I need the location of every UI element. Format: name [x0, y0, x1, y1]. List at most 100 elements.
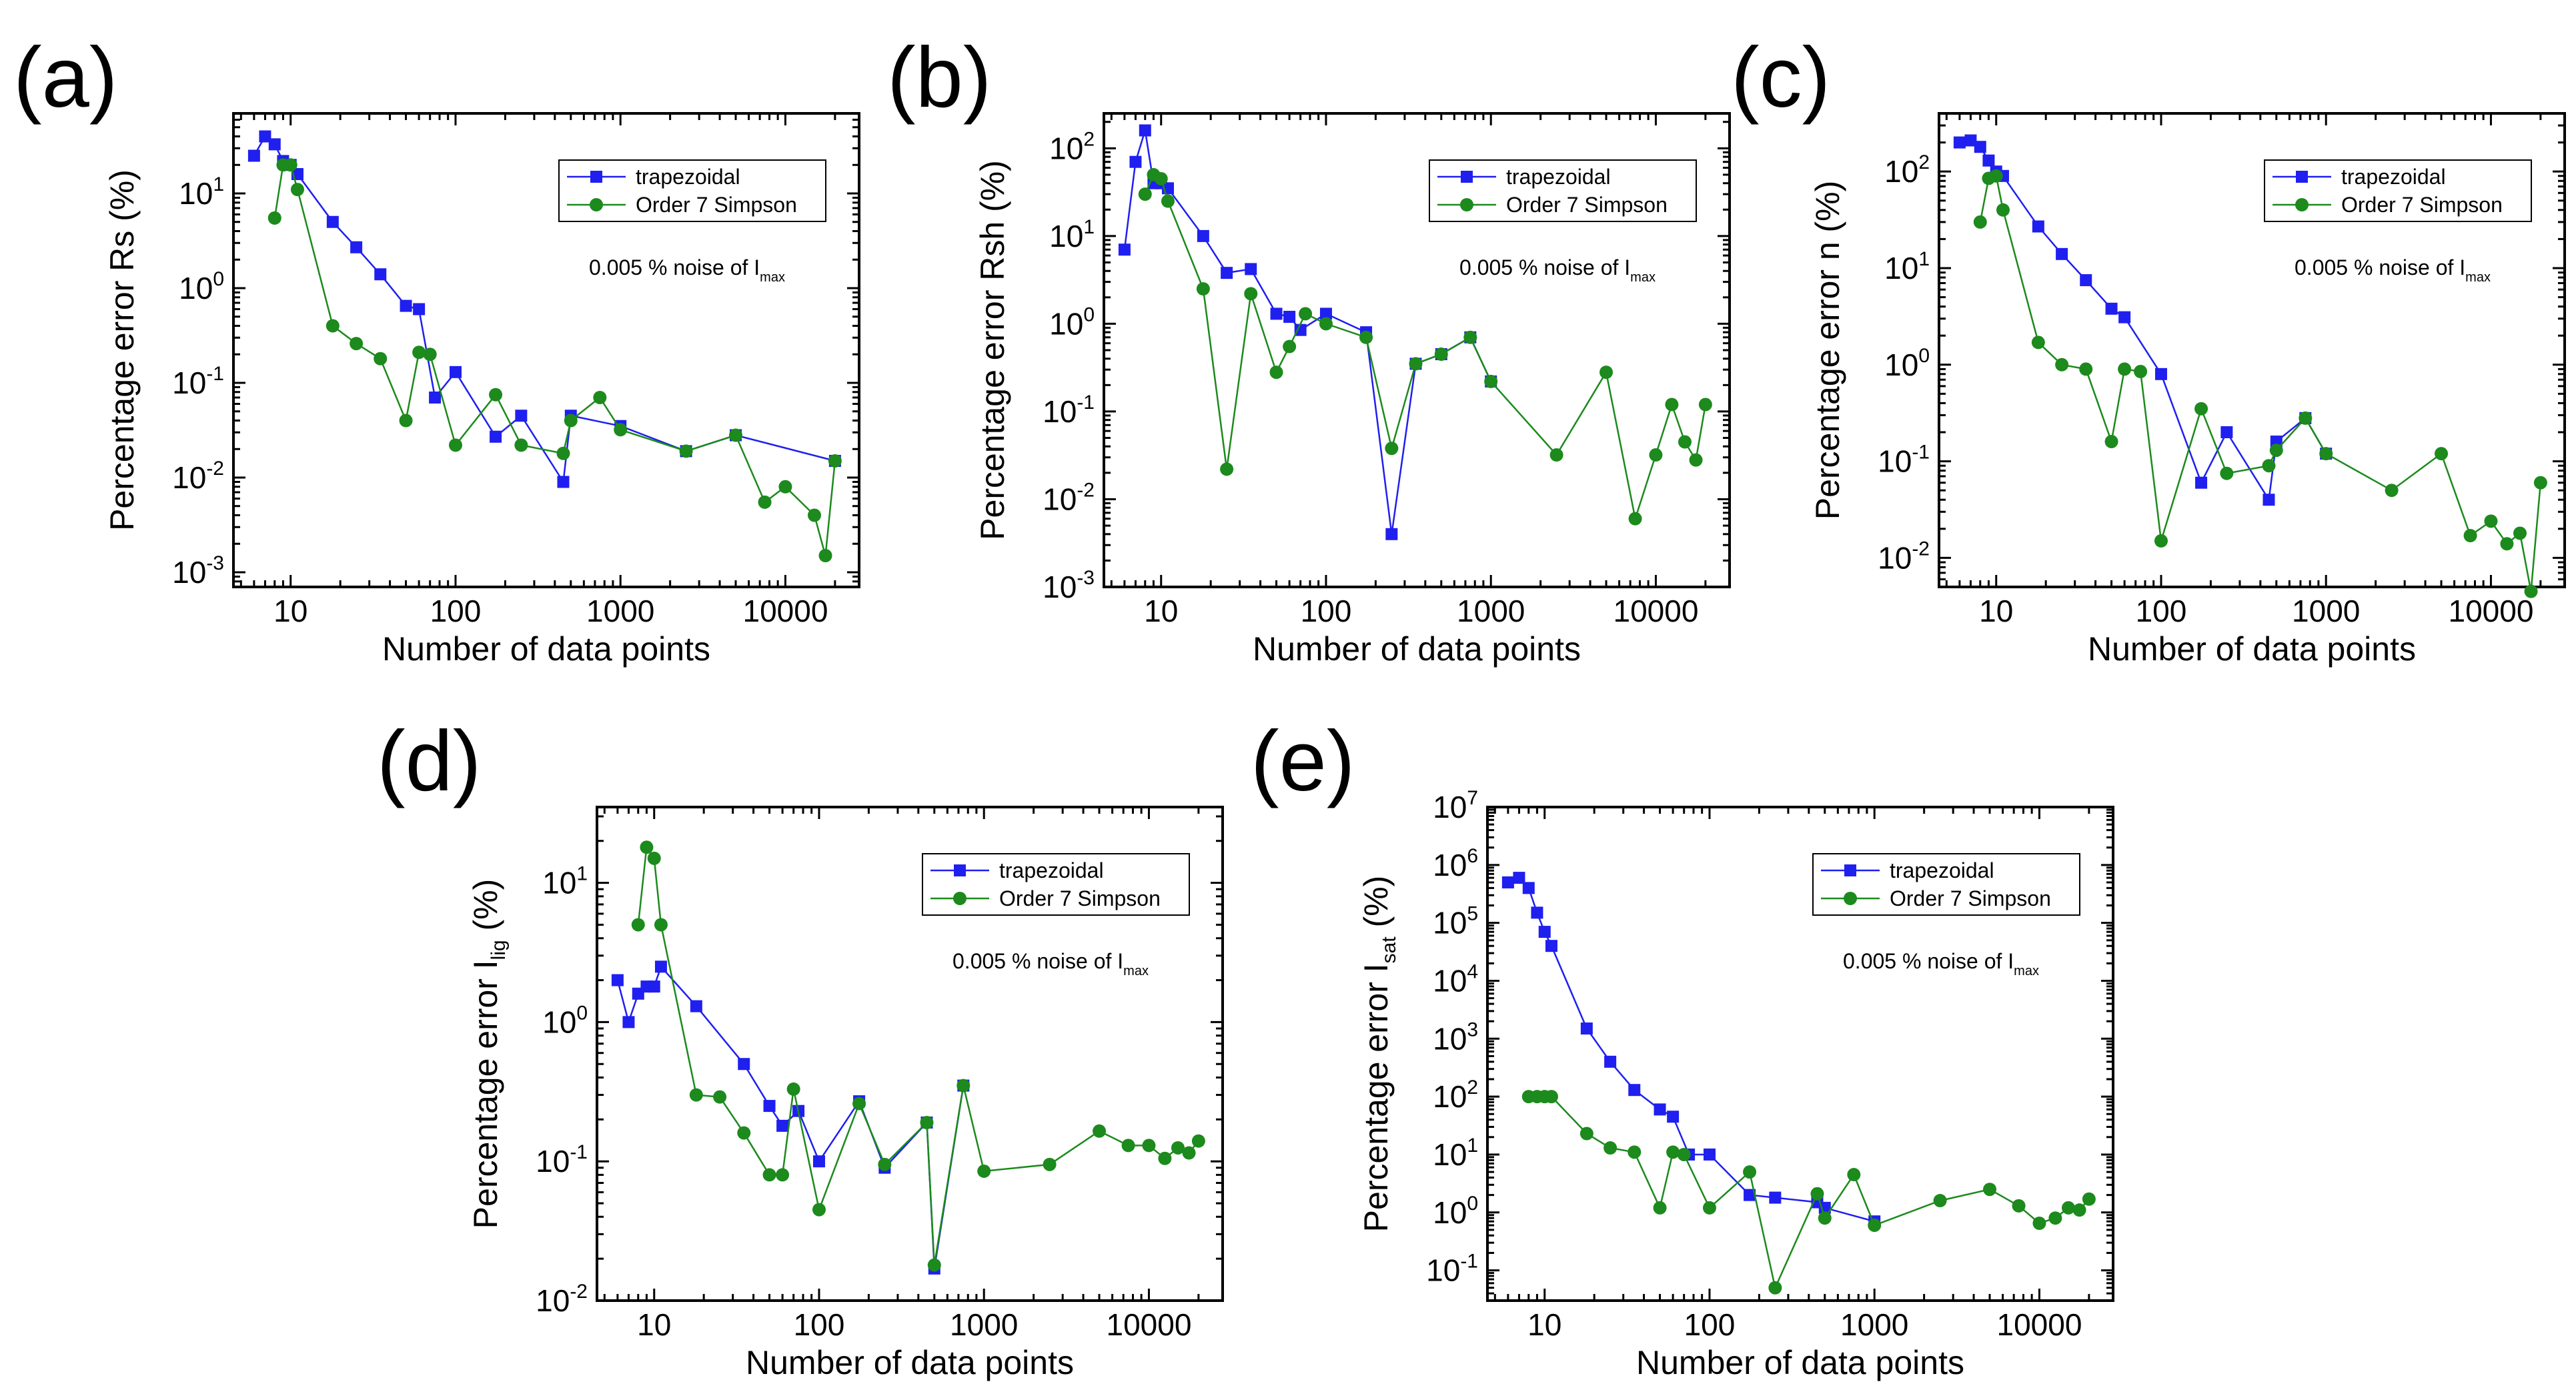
data-point-simpson [2262, 459, 2276, 473]
data-point-simpson [514, 438, 528, 452]
data-point-trapezoidal [1385, 528, 1398, 540]
data-point-simpson [283, 158, 297, 172]
data-point-trapezoidal [1703, 1148, 1716, 1161]
data-point-simpson [1868, 1219, 1882, 1233]
x-tick-label: 1000 [950, 1307, 1018, 1342]
y-tick-label: 106 [1433, 845, 1478, 882]
data-point-trapezoidal [259, 130, 271, 143]
legend-label: Order 7 Simpson [1506, 193, 1668, 217]
data-point-simpson [1138, 187, 1152, 201]
data-point-trapezoidal [1628, 1084, 1641, 1097]
data-point-simpson [2031, 335, 2045, 349]
data-point-trapezoidal [1531, 906, 1543, 919]
data-point-simpson [1847, 1168, 1861, 1182]
x-axis-title: Number of data points [382, 630, 710, 668]
chart-panel-4: (d) 10 100 1000 10000 10-2 10-1 100 101 Number of… [377, 714, 1224, 1381]
y-tick-label: 101 [179, 173, 224, 211]
data-point-simpson [2134, 365, 2148, 379]
y-tick-label: 100 [542, 1002, 588, 1039]
legend-label: trapezoidal [1890, 858, 1994, 882]
data-point-simpson [2435, 447, 2449, 461]
series-line-simpson [273, 164, 836, 556]
data-point-trapezoidal [690, 1000, 702, 1012]
chart-panel-1: (a) 10 100 1000 10000 10-3 10-2 10-1 100 101 Numbe… [13, 30, 860, 668]
data-point-simpson [1269, 366, 1283, 380]
data-point-simpson [1043, 1157, 1057, 1171]
data-point-simpson [977, 1164, 991, 1178]
data-point-trapezoidal [2032, 220, 2044, 233]
data-point-trapezoidal [557, 476, 570, 488]
x-tick-label: 10000 [1996, 1307, 2082, 1342]
data-point-simpson [1319, 317, 1333, 331]
legend: trapezoidal Order 7 Simpson [1429, 159, 1697, 222]
data-point-simpson [1549, 448, 1563, 462]
series-line-simpson [1528, 1095, 2090, 1291]
data-point-simpson [2385, 484, 2399, 498]
plot-frame [1486, 806, 2114, 1302]
data-point-trapezoidal [776, 1119, 789, 1132]
panel-label: (e) [1251, 714, 1355, 809]
legend-label: Order 7 Simpson [636, 193, 797, 217]
x-tick-label: 100 [1301, 594, 1352, 628]
data-point-simpson [1768, 1281, 1782, 1295]
panel-label: (d) [377, 714, 481, 809]
data-point-simpson [1603, 1141, 1618, 1155]
data-point-trapezoidal [429, 392, 442, 404]
legend-box [1429, 159, 1697, 222]
y-tick-label: 10-3 [172, 552, 224, 590]
y-tick-label: 104 [1433, 960, 1478, 998]
data-point-trapezoidal [1513, 872, 1525, 884]
data-point-trapezoidal [1953, 136, 1966, 149]
data-point-trapezoidal [1270, 307, 1283, 320]
data-point-simpson [1299, 307, 1313, 321]
y-tick-label: 107 [1433, 787, 1478, 824]
legend-label: trapezoidal [636, 165, 740, 189]
x-tick-label: 10 [637, 1307, 671, 1342]
data-point-simpson [2524, 584, 2538, 598]
data-point-trapezoidal [1580, 1022, 1593, 1035]
data-point-trapezoidal [490, 430, 502, 443]
data-point-simpson [1677, 1147, 1691, 1161]
y-tick-label: 10-1 [1043, 392, 1095, 429]
data-point-simpson [2061, 1201, 2075, 1215]
y-tick-label: 101 [1049, 216, 1095, 253]
panel-label: (b) [887, 30, 991, 125]
data-point-simpson [2500, 537, 2514, 551]
y-tick-label: 10-2 [1043, 479, 1095, 516]
data-point-simpson [1434, 347, 1448, 362]
data-point-simpson [654, 918, 668, 932]
data-point-simpson [818, 548, 832, 562]
noise-annotation: 0.005 % noise of Imax [1843, 949, 2039, 978]
legend-box [922, 853, 1190, 916]
data-point-simpson [2055, 358, 2069, 372]
x-tick-label: 10000 [1106, 1307, 1191, 1342]
panel-label: (c) [1731, 30, 1830, 125]
y-axis-title: Percentage error Ilig (%) [467, 879, 510, 1229]
data-point-simpson [290, 183, 304, 197]
legend-marker-square [1461, 171, 1473, 183]
data-point-trapezoidal [2195, 476, 2208, 489]
data-point-simpson [2484, 514, 2498, 528]
y-tick-label: 105 [1433, 903, 1478, 940]
data-point-simpson [1689, 453, 1703, 467]
data-point-simpson [614, 423, 628, 437]
data-point-trapezoidal [1139, 124, 1151, 137]
x-tick-label: 100 [794, 1307, 845, 1342]
x-tick-label: 10000 [2448, 594, 2533, 628]
y-tick-label: 10-1 [1426, 1251, 1478, 1288]
data-point-simpson [1973, 215, 1987, 229]
data-point-simpson [762, 1168, 776, 1182]
data-point-trapezoidal [1744, 1189, 1756, 1201]
data-point-simpson [812, 1203, 826, 1217]
data-point-simpson [326, 319, 340, 333]
data-point-simpson [1244, 287, 1258, 301]
data-point-simpson [2513, 526, 2527, 540]
data-point-trapezoidal [1964, 134, 1977, 147]
data-point-simpson [2463, 529, 2477, 543]
data-point-trapezoidal [648, 980, 660, 993]
x-tick-label: 1000 [1840, 1307, 1908, 1342]
x-tick-label: 1000 [586, 594, 654, 628]
legend-marker-square [954, 864, 966, 876]
y-tick-label: 102 [1433, 1077, 1478, 1114]
data-point-simpson [1666, 1145, 1680, 1159]
